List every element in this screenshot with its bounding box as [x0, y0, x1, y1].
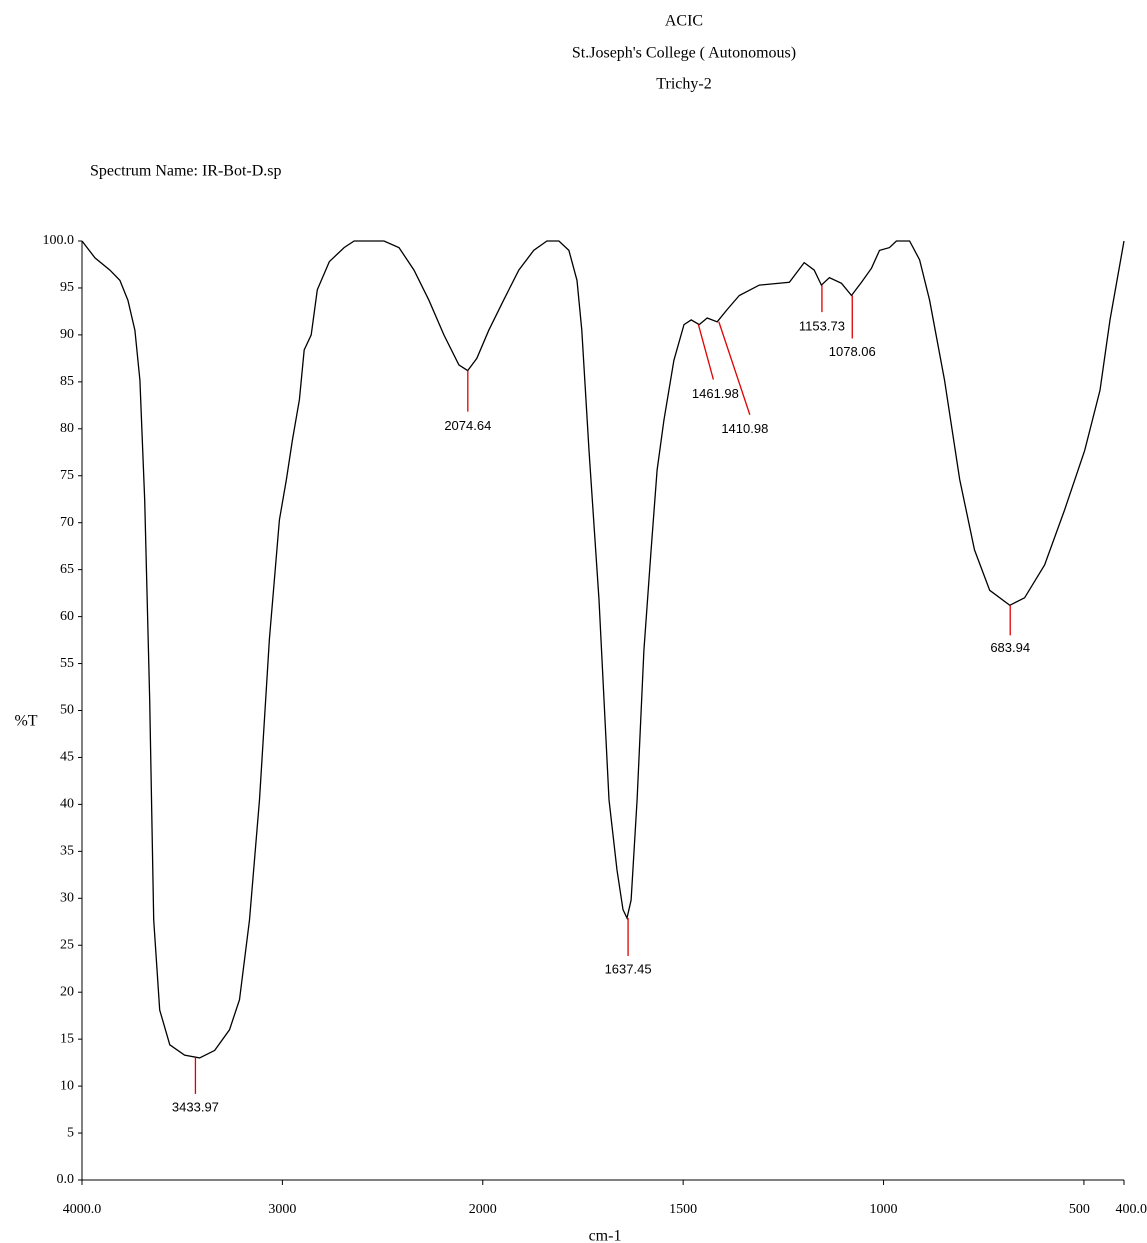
header-line: St.Joseph's College ( Autonomous)	[572, 45, 796, 62]
y-tick-label: 0.0	[57, 1172, 75, 1187]
peak-label: 1637.45	[605, 961, 652, 976]
x-tick-label: 4000.0	[63, 1202, 102, 1217]
y-tick-label: 50	[60, 703, 74, 718]
x-tick-label: 1000	[870, 1202, 898, 1217]
y-tick-label: 35	[60, 844, 74, 859]
y-tick-label: 95	[60, 280, 74, 295]
x-axis-label: cm-1	[589, 1228, 622, 1243]
y-tick-label: 70	[60, 515, 74, 530]
peak-label: 1461.98	[692, 386, 739, 401]
peak-label: 683.94	[990, 640, 1030, 655]
y-tick-label: 60	[60, 609, 74, 624]
y-tick-label: 55	[60, 656, 74, 671]
x-tick-label: 400.0	[1116, 1202, 1147, 1217]
y-tick-label: 30	[60, 891, 74, 906]
peak-label: 1153.73	[799, 319, 845, 334]
y-tick-label: 10	[60, 1078, 74, 1093]
y-tick-label: 5	[67, 1125, 74, 1140]
peak-label: 1078.06	[829, 344, 876, 359]
y-tick-label: 45	[60, 750, 74, 765]
x-tick-label: 2000	[469, 1202, 497, 1217]
spectrum-line	[81, 240, 1125, 1059]
y-axis-label: %T	[14, 713, 37, 730]
y-tick-label: 40	[60, 797, 74, 812]
peak-marker	[697, 324, 715, 380]
x-tick-label: 3000	[268, 1202, 296, 1217]
x-tick-label: 1500	[669, 1202, 697, 1217]
header-line: ACIC	[665, 13, 703, 30]
peak-label: 3433.97	[172, 1099, 219, 1114]
y-tick-label: 90	[60, 327, 74, 342]
y-tick-label: 85	[60, 374, 74, 389]
y-tick-label: 65	[60, 562, 74, 577]
y-tick-label: 15	[60, 1031, 74, 1046]
peak-label: 1410.98	[721, 421, 768, 436]
y-tick-label: 100.0	[43, 233, 75, 248]
y-tick-label: 75	[60, 468, 74, 483]
peak-marker	[718, 321, 751, 415]
chart-title: Spectrum Name: IR-Bot-D.sp	[90, 163, 282, 180]
peak-label: 2074.64	[444, 418, 491, 433]
y-tick-label: 25	[60, 937, 74, 952]
y-tick-label: 80	[60, 421, 74, 436]
y-tick-label: 20	[60, 984, 74, 999]
x-tick-label: 500	[1069, 1202, 1090, 1217]
header-line: Trichy-2	[656, 76, 711, 93]
